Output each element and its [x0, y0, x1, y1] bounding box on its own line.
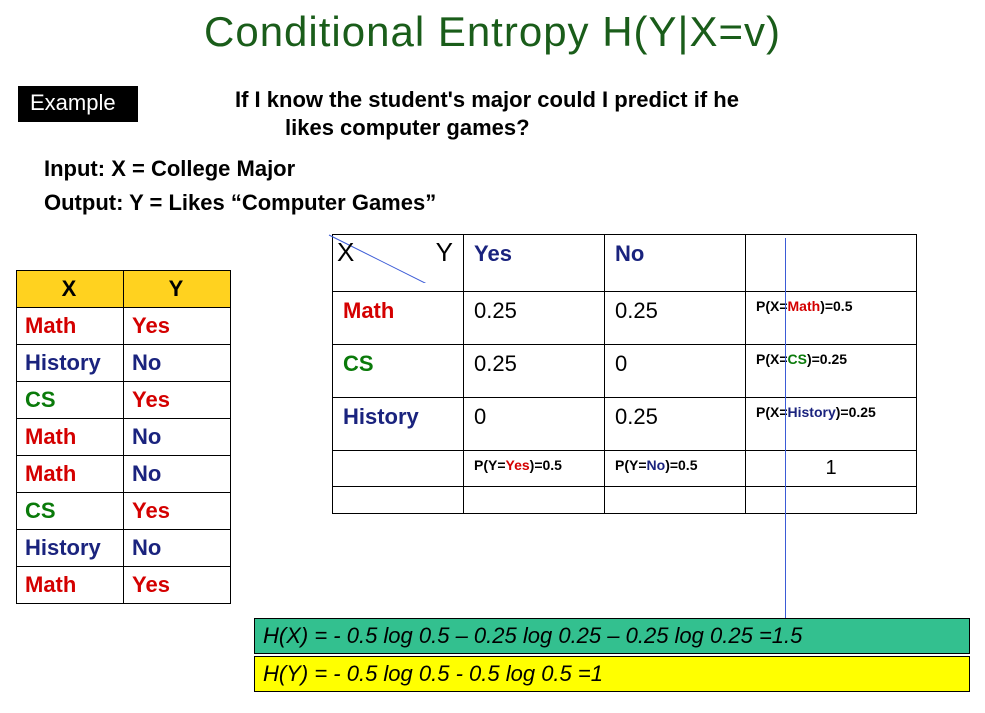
table-row: HistoryNo: [17, 530, 231, 567]
joint-col-marg-no: P(Y=No)=0.5: [605, 451, 746, 487]
data-cell-x: CS: [17, 382, 124, 419]
joint-row-label: History: [333, 398, 464, 451]
joint-cell-yes: 0.25: [464, 292, 605, 345]
data-table: X Y MathYesHistoryNoCSYesMathNoMathNoCSY…: [16, 270, 231, 604]
question-text: If I know the student's major could I pr…: [235, 86, 955, 141]
data-cell-y: No: [124, 345, 231, 382]
joint-row: Math0.250.25P(X=Math)=0.5: [333, 292, 917, 345]
joint-xy-y: Y: [436, 237, 453, 268]
data-cell-x: History: [17, 530, 124, 567]
table-row: CSYes: [17, 382, 231, 419]
formula-hx: H(X) = - 0.5 log 0.5 – 0.25 log 0.25 – 0…: [254, 618, 970, 654]
data-cell-y: Yes: [124, 493, 231, 530]
table-row: CSYes: [17, 493, 231, 530]
question-line-1: If I know the student's major could I pr…: [235, 87, 739, 112]
annotation-vline: [785, 238, 786, 638]
data-cell-x: History: [17, 345, 124, 382]
data-cell-y: No: [124, 419, 231, 456]
data-cell-x: Math: [17, 419, 124, 456]
joint-col-marginal-row: P(Y=Yes)=0.5 P(Y=No)=0.5 1: [333, 451, 917, 487]
data-cell-x: CS: [17, 493, 124, 530]
joint-xy-cell: X Y: [333, 235, 464, 292]
table-row: MathYes: [17, 567, 231, 604]
joint-col-yes: Yes: [464, 235, 605, 292]
table-row: MathNo: [17, 456, 231, 493]
data-cell-x: Math: [17, 456, 124, 493]
data-cell-y: Yes: [124, 308, 231, 345]
joint-col-blank: [746, 235, 917, 292]
example-badge: Example: [18, 86, 138, 122]
data-cell-y: No: [124, 530, 231, 567]
page-title: Conditional Entropy H(Y|X=v): [0, 8, 985, 56]
formula-hy: H(Y) = - 0.5 log 0.5 - 0.5 log 0.5 =1: [254, 656, 970, 692]
data-cell-y: Yes: [124, 567, 231, 604]
joint-col-no: No: [605, 235, 746, 292]
joint-row: History00.25P(X=History)=0.25: [333, 398, 917, 451]
data-header-x: X: [17, 271, 124, 308]
joint-cell-no: 0: [605, 345, 746, 398]
joint-row: CS0.250P(X=CS)=0.25: [333, 345, 917, 398]
joint-row-label: CS: [333, 345, 464, 398]
table-row: HistoryNo: [17, 345, 231, 382]
joint-cell-no: 0.25: [605, 398, 746, 451]
joint-row-label: Math: [333, 292, 464, 345]
data-cell-x: Math: [17, 308, 124, 345]
data-cell-y: No: [124, 456, 231, 493]
joint-cell-yes: 0: [464, 398, 605, 451]
joint-xy-x: X: [337, 237, 354, 268]
table-row: MathYes: [17, 308, 231, 345]
joint-row-marginal: P(X=Math)=0.5: [746, 292, 917, 345]
output-line: Output: Y = Likes “Computer Games”: [44, 190, 436, 216]
input-line: Input: X = College Major: [44, 156, 295, 182]
joint-cell-yes: 0.25: [464, 345, 605, 398]
joint-table: X Y Yes No Math0.250.25P(X=Math)=0.5CS0.…: [332, 234, 917, 514]
joint-col-marg-yes: P(Y=Yes)=0.5: [464, 451, 605, 487]
question-line-2: likes computer games?: [235, 114, 955, 142]
data-header-y: Y: [124, 271, 231, 308]
data-cell-x: Math: [17, 567, 124, 604]
joint-spacer-row: [333, 487, 917, 514]
table-row: MathNo: [17, 419, 231, 456]
data-cell-y: Yes: [124, 382, 231, 419]
joint-row-marginal: P(X=CS)=0.25: [746, 345, 917, 398]
joint-row-marginal: P(X=History)=0.25: [746, 398, 917, 451]
joint-total: 1: [746, 451, 917, 487]
joint-cell-no: 0.25: [605, 292, 746, 345]
